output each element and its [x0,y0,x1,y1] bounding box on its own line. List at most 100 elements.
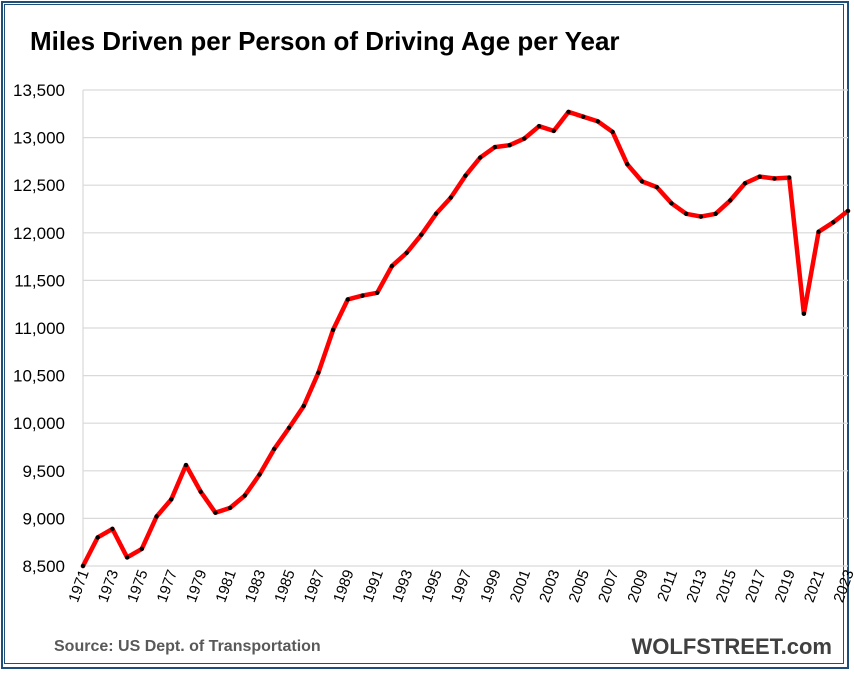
data-point [831,220,836,225]
data-point [595,119,601,124]
data-point [360,293,365,298]
data-point [463,173,468,178]
data-point [80,563,86,569]
data-point [610,129,615,135]
data-point [639,179,645,184]
data-point [551,128,556,134]
data-point [95,535,100,540]
y-tick-label: 9,500 [22,462,65,481]
x-tick-label: 2009 [624,568,651,605]
data-point [507,143,512,148]
data-point [154,514,159,519]
x-tick-label: 1995 [418,568,445,605]
y-axis-ticks: 8,500 9,000 9,500 10,000 10,500 11,000 11,500 1… [13,81,65,576]
data-point [580,114,586,119]
x-tick-label: 2007 [595,568,622,605]
x-tick-label: 2019 [772,568,799,605]
y-tick-label: 12,000 [13,224,65,243]
data-point [375,290,380,295]
x-tick-label: 2015 [713,568,740,605]
x-tick-label: 1989 [330,568,357,605]
data-point [433,211,439,216]
data-point [801,311,807,316]
x-tick-label: 1987 [301,568,328,605]
y-tick-label: 10,500 [13,367,65,386]
data-point [669,201,674,206]
x-tick-label: 2023 [830,568,854,605]
chart-frame-inner [4,4,844,664]
x-tick-label: 1997 [448,568,475,605]
source-note: Source: US Dept. of Transportation [54,638,321,655]
data-point [389,263,395,269]
data-point [536,123,542,129]
data-point [316,370,321,375]
data-point [301,403,306,409]
data-point [330,327,336,333]
x-tick-label: 1983 [242,568,269,605]
data-point [845,208,851,214]
y-tick-label: 11,000 [14,319,65,338]
data-point [419,232,424,237]
data-point [124,555,130,560]
x-tick-label: 1991 [360,568,387,605]
data-point [404,250,409,255]
data-point [286,425,292,431]
data-point [227,505,233,511]
data-point [110,526,115,532]
x-tick-label: 1985 [271,568,298,605]
chart-title: Miles Driven per Person of Driving Age p… [30,26,620,56]
data-point [757,174,762,179]
data-point [492,144,498,150]
data-point [654,184,659,190]
series-miles-driven [80,109,851,569]
x-tick-label: 2001 [507,568,534,605]
x-tick-label: 2005 [566,568,593,605]
data-point [183,462,189,468]
data-point [728,198,733,203]
data-point [713,211,718,216]
gridlines [82,89,848,567]
data-point [478,155,483,160]
x-tick-label: 1973 [95,568,122,605]
brand-logo-text: WOLFSTREET.com [631,634,832,659]
x-tick-label: 2021 [801,568,828,605]
data-point [625,162,630,167]
data-point [772,176,777,181]
data-point [742,181,748,186]
x-tick-label: 1979 [183,568,210,605]
x-tick-label: 1999 [477,568,504,605]
x-tick-label: 1993 [389,568,416,605]
data-point [169,497,174,502]
y-tick-label: 11,500 [14,271,65,290]
series-line [80,109,851,569]
y-tick-label: 9,000 [22,509,65,528]
data-point [242,493,248,498]
x-tick-label: 1971 [65,568,92,605]
data-point [272,446,277,452]
y-tick-label: 8,500 [22,557,65,576]
data-point [816,229,821,235]
x-tick-label: 2017 [742,568,769,605]
x-tick-label: 1975 [124,568,151,605]
data-point [213,510,218,515]
y-tick-label: 13,500 [13,81,65,100]
x-tick-label: 2011 [654,568,681,604]
data-point [448,195,453,200]
x-tick-label: 2003 [536,568,563,605]
data-point [345,297,351,302]
data-point [786,175,792,180]
x-tick-label: 1981 [212,568,239,605]
y-tick-label: 10,000 [13,414,65,433]
data-point [257,472,262,477]
data-point [139,546,145,552]
y-tick-label: 13,000 [13,129,65,148]
x-tick-label: 2013 [683,568,710,605]
data-point [198,489,203,494]
y-tick-label: 12,500 [13,176,65,195]
x-axis-ticks: 1971 1973 1975 1977 1979 1981 1983 1985 1987 1989… [65,568,854,605]
x-tick-label: 1977 [154,568,181,605]
data-point [522,136,527,141]
data-point [683,211,689,216]
